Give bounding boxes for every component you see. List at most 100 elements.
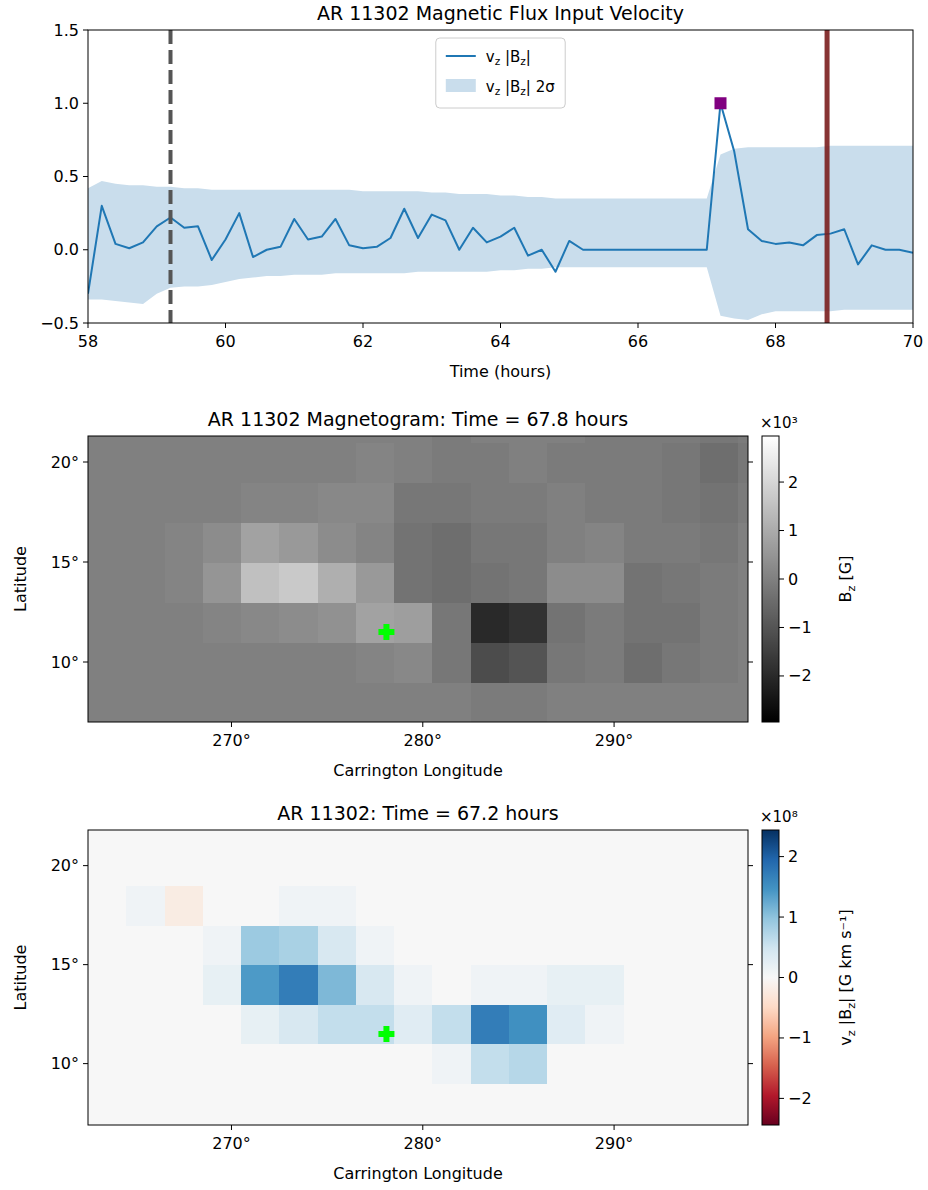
cell (394, 482, 433, 523)
colorbar-tick-label: 1 (788, 521, 798, 540)
cell (662, 562, 701, 603)
cell (471, 602, 510, 643)
legend-label: vz |Bz| 2σ (486, 78, 555, 98)
cell (547, 925, 586, 965)
cell (585, 1004, 624, 1044)
cell (356, 682, 395, 722)
cell (509, 885, 548, 925)
text-run: v (486, 78, 495, 96)
cell (356, 436, 395, 443)
cell (662, 642, 701, 683)
cell (318, 1044, 357, 1084)
text-run: 68 (765, 332, 785, 351)
cell (203, 562, 242, 603)
cell (662, 442, 701, 483)
y-tick (83, 662, 88, 663)
cell (432, 682, 471, 722)
cell (585, 925, 624, 965)
cell (126, 1004, 165, 1044)
cell (471, 1044, 510, 1084)
colorbar-tick (779, 977, 784, 978)
cell (738, 482, 748, 523)
cell (203, 1004, 242, 1044)
cell (394, 562, 433, 603)
cell (126, 522, 165, 563)
text-run: Time (hours) (449, 362, 552, 381)
text-run: 280° (404, 1134, 443, 1153)
cell (432, 846, 471, 886)
line (88, 103, 913, 293)
cell (432, 436, 471, 443)
cell (471, 1083, 510, 1125)
text-run: [G] (836, 556, 855, 586)
cell (203, 482, 242, 523)
cell (432, 965, 471, 1005)
y-tick-label: 10° (51, 653, 79, 672)
cell (547, 965, 586, 1005)
cell (509, 482, 548, 523)
cell (203, 965, 242, 1005)
y-tick-label: 15° (51, 553, 79, 572)
cell (356, 965, 395, 1005)
cell (126, 436, 165, 443)
cell (432, 1044, 471, 1084)
cell (738, 642, 748, 683)
cell (509, 682, 548, 722)
cell (738, 1004, 748, 1044)
text-run: 1 (788, 521, 798, 540)
y-tick (83, 964, 88, 965)
cell (738, 562, 748, 603)
cell (471, 522, 510, 563)
x-tick (500, 323, 501, 328)
y-tick (83, 865, 88, 866)
cell (585, 436, 624, 443)
y-tick-right (748, 1063, 753, 1064)
cell (662, 602, 701, 643)
cell (165, 1044, 204, 1084)
panel: 270°280°290°10°15°20°AR 11302 Magnetogra… (11, 408, 858, 780)
cell (700, 602, 739, 643)
cell (356, 642, 395, 683)
colorbar-tick-label: 2 (788, 473, 798, 492)
cell (700, 642, 739, 683)
cell (241, 562, 280, 603)
cell (203, 522, 242, 563)
cell (471, 642, 510, 683)
x-tick (422, 722, 423, 727)
cell (700, 1083, 739, 1125)
cell (88, 642, 127, 683)
cell (509, 436, 548, 443)
cell (471, 925, 510, 965)
cell (738, 830, 748, 846)
cell (624, 830, 663, 846)
cell (356, 1083, 395, 1125)
text-run: |B (500, 78, 520, 96)
cell (662, 1004, 701, 1044)
cell (203, 846, 242, 886)
text-run: AR 11302: Time = 67.2 hours (277, 802, 558, 824)
cell (394, 1083, 433, 1125)
plot-frame (88, 830, 748, 1125)
cell (471, 482, 510, 523)
cell (585, 562, 624, 603)
x-tick-label: 60 (215, 332, 235, 351)
cell (126, 442, 165, 483)
cell (279, 1044, 318, 1084)
x-axis-title: Time (hours) (449, 362, 552, 381)
colorbar-tick (779, 1037, 784, 1038)
cell (318, 436, 357, 443)
cell (547, 830, 586, 846)
cell (585, 965, 624, 1005)
cell (165, 965, 204, 1005)
cell (126, 925, 165, 965)
marker (378, 1026, 394, 1042)
cell (126, 885, 165, 925)
x-tick-label: 270° (212, 1134, 251, 1153)
colorbar-tick (779, 675, 784, 676)
cell (471, 682, 510, 722)
cell (279, 482, 318, 523)
x-tick (614, 722, 615, 727)
plot-area (88, 830, 748, 1125)
x-tick-label: 280° (404, 731, 443, 750)
cell (356, 885, 395, 925)
